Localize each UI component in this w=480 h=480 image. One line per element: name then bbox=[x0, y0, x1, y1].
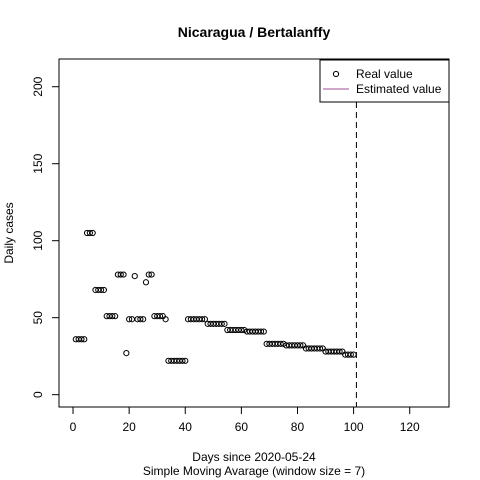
real-value-point bbox=[117, 271, 124, 278]
real-value-point bbox=[126, 316, 133, 323]
y-axis: 0 50 100 150 200 bbox=[31, 76, 60, 398]
real-value-point bbox=[221, 320, 228, 327]
y-tick-label: 200 bbox=[31, 76, 45, 96]
real-value-point bbox=[257, 328, 265, 335]
plot-box bbox=[58, 58, 450, 408]
real-value-point bbox=[86, 229, 93, 237]
real-value-point bbox=[131, 273, 138, 280]
y-axis-label: Daily cases bbox=[2, 202, 16, 263]
real-value-point bbox=[109, 313, 116, 320]
x-tick-label: 100 bbox=[344, 420, 364, 434]
real-value-point bbox=[145, 271, 152, 278]
real-value-point bbox=[140, 316, 147, 323]
real-value-point bbox=[162, 316, 169, 323]
real-value-point bbox=[336, 348, 343, 355]
real-value-point bbox=[148, 271, 155, 278]
real-value-point bbox=[238, 326, 245, 334]
real-value-point bbox=[89, 229, 96, 237]
y-tick-label: 0 bbox=[31, 391, 45, 398]
chart-title: Nicaragua / Bertalanffy bbox=[178, 24, 331, 40]
legend-real-label: Real value bbox=[356, 67, 413, 81]
x-axis-subtitle: Simple Moving Avarage (window size = 7) bbox=[143, 464, 365, 478]
real-value-point bbox=[100, 286, 107, 294]
real-value-point bbox=[142, 279, 150, 286]
real-value-point bbox=[137, 316, 144, 323]
legend-box bbox=[319, 59, 450, 103]
real-value-point bbox=[120, 271, 127, 278]
real-value-point bbox=[260, 328, 267, 335]
x-axis: 0 20 40 60 80 100 120 bbox=[70, 406, 420, 434]
y-tick-label: 50 bbox=[31, 311, 45, 325]
y-tick-label: 150 bbox=[31, 153, 45, 173]
real-value-point bbox=[297, 342, 304, 349]
x-tick-label: 40 bbox=[179, 420, 193, 434]
x-tick-label: 60 bbox=[235, 420, 249, 434]
legend-estimated-label: Estimated value bbox=[356, 82, 442, 96]
real-value-point bbox=[316, 345, 324, 352]
real-value-point bbox=[123, 350, 130, 357]
x-tick-label: 0 bbox=[70, 420, 77, 434]
y-tick-label: 100 bbox=[31, 230, 45, 250]
real-value-point bbox=[112, 313, 119, 320]
real-value-point bbox=[81, 336, 88, 343]
real-value-point bbox=[78, 336, 85, 343]
legend-real-marker bbox=[332, 70, 340, 78]
x-axis-label: Days since 2020-05-24 bbox=[192, 450, 316, 464]
x-tick-label: 120 bbox=[400, 420, 420, 434]
real-value-point bbox=[277, 340, 284, 347]
real-value-point bbox=[179, 357, 186, 364]
real-value-point bbox=[218, 320, 225, 327]
real-value-point bbox=[182, 357, 189, 364]
real-value-point bbox=[97, 286, 105, 294]
real-value-point bbox=[201, 316, 208, 323]
real-value-points bbox=[72, 229, 357, 364]
x-tick-label: 80 bbox=[291, 420, 305, 434]
real-value-point bbox=[347, 351, 354, 358]
real-value-point bbox=[156, 313, 164, 320]
legend: Real value Estimated value bbox=[319, 59, 450, 103]
real-value-point bbox=[198, 316, 206, 323]
x-tick-label: 20 bbox=[122, 420, 136, 434]
